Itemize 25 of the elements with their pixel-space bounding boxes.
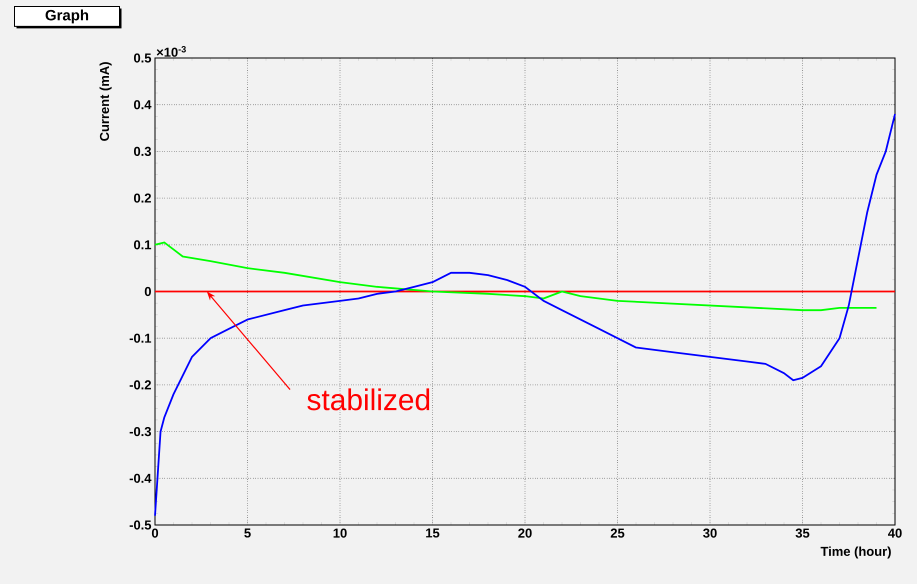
x-tick-label: 15	[426, 528, 440, 538]
x-tick-label: 25	[610, 528, 624, 538]
x-tick-label: 35	[796, 528, 810, 538]
x-axis-title: Time (hour)	[820, 546, 891, 559]
x-tick-label: 5	[244, 528, 251, 538]
y-tick-label: -0.5	[130, 520, 152, 530]
x-tick-label: 0	[152, 528, 158, 538]
y-tick-label: -0.4	[130, 474, 152, 483]
x-tick-label: 30	[703, 528, 717, 538]
y-tick-label: 0.2	[134, 194, 151, 203]
chart-title: Graph	[46, 9, 88, 24]
y-tick-label: 0.4	[134, 100, 152, 110]
annotation: stabilized	[307, 388, 430, 410]
y-tick-label: -0.2	[130, 380, 151, 390]
y-tick-label: 0.1	[134, 240, 152, 250]
y-tick-label: -0.1	[130, 334, 152, 343]
x-tick-label: 20	[518, 528, 532, 538]
y-axis-title: Current (mA)	[100, 62, 112, 141]
y-tick-label: 0	[144, 286, 151, 296]
x-tick-label: 40	[888, 528, 902, 538]
y-tick-label: 0.5	[134, 53, 152, 63]
x-tick-label: 10	[334, 528, 347, 538]
y-tick-label: 0.3	[134, 146, 152, 156]
text: ×10$^{-3}$	[156, 46, 186, 57]
y-tick-label: -0.3	[130, 427, 152, 436]
